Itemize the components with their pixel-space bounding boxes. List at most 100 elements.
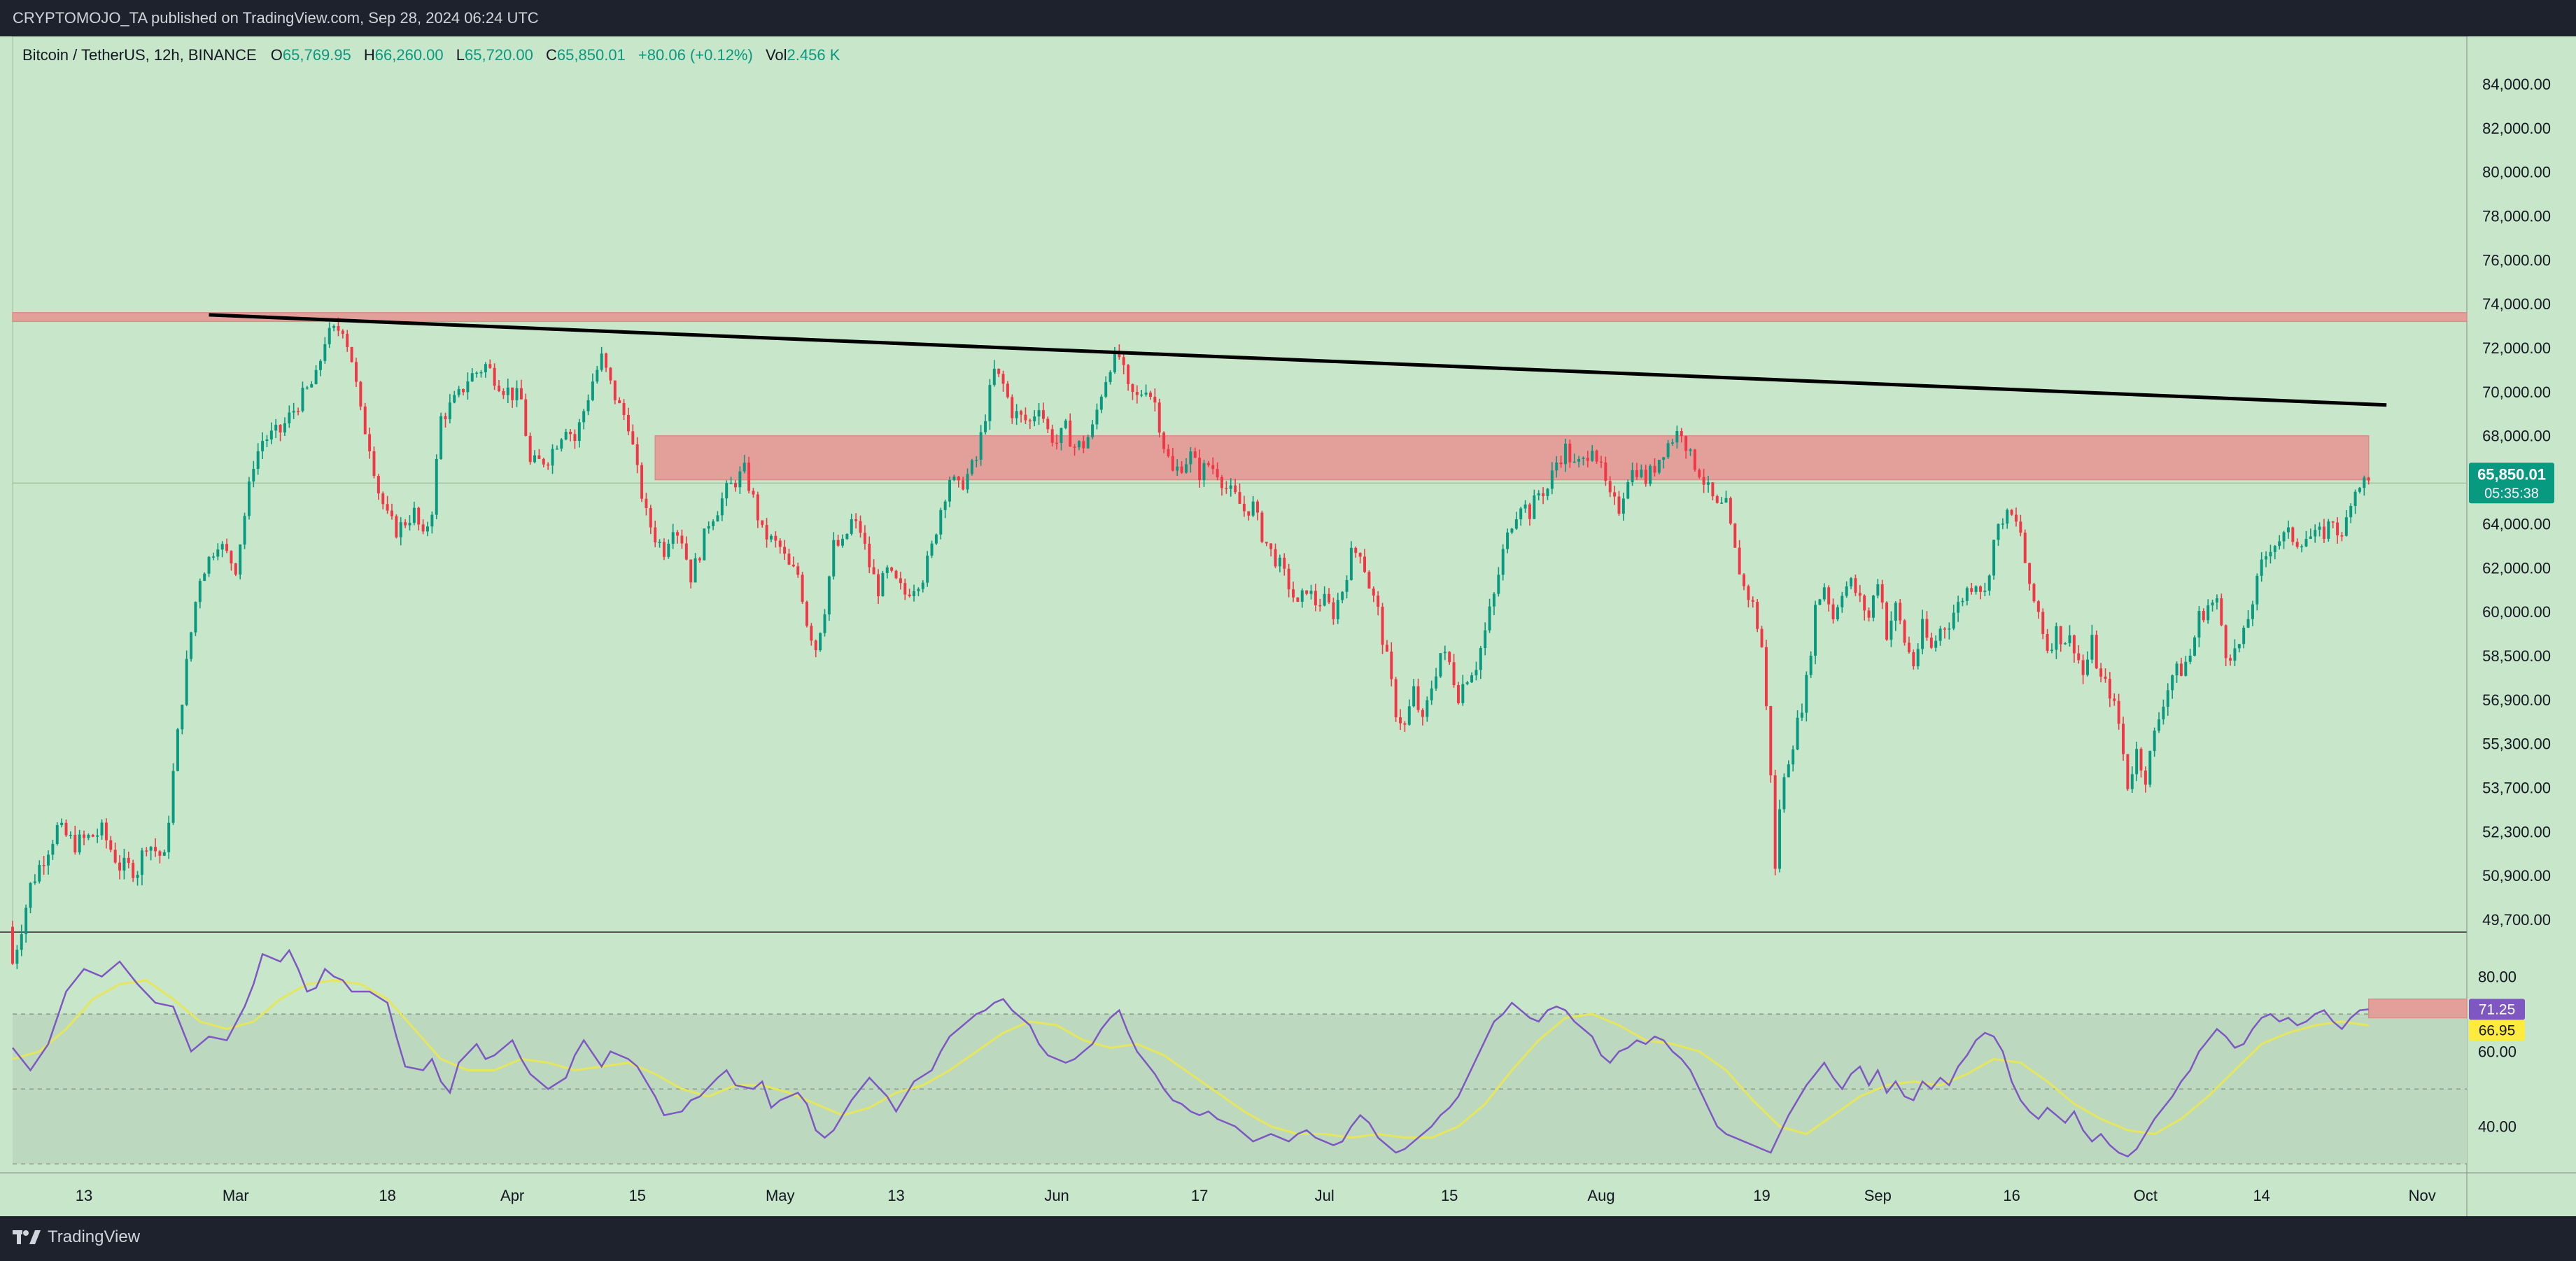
candle-body xyxy=(122,857,126,871)
candle-body xyxy=(1600,461,1603,463)
candle-body xyxy=(814,640,817,651)
candle-body xyxy=(38,865,41,882)
candle-body xyxy=(783,547,787,554)
candle-body xyxy=(1693,449,1696,470)
candle-body xyxy=(1328,593,1331,603)
candle-body xyxy=(225,544,229,551)
candle-body xyxy=(2367,477,2370,481)
time-tick-label: Jun xyxy=(1044,1187,1069,1204)
candle-body xyxy=(109,840,113,850)
candle-body xyxy=(462,388,465,393)
candle-body xyxy=(845,533,849,540)
candle-body xyxy=(395,516,398,537)
candle-body xyxy=(1377,596,1380,607)
candle-body xyxy=(1738,547,1741,575)
candle-body xyxy=(979,432,983,460)
candle-body xyxy=(894,570,898,579)
candle-body xyxy=(2340,535,2344,537)
time-tick-label: Mar xyxy=(223,1187,249,1204)
candle-body xyxy=(252,469,255,482)
candle-body xyxy=(1854,578,1857,593)
time-tick-label: Aug xyxy=(1587,1187,1614,1204)
legend-open-value: 65,769.95 xyxy=(283,46,351,64)
candle-body xyxy=(1274,549,1277,567)
tradingview-logo[interactable]: TradingView xyxy=(13,1227,140,1247)
candle-body xyxy=(903,583,907,595)
candle-body xyxy=(1113,351,1116,372)
candle-body xyxy=(1876,584,1880,596)
candle-body xyxy=(158,851,162,856)
price-chart[interactable]: 84,000.00 82,000.00 80,000.00 78,000.00 76,0… xyxy=(0,36,2576,1216)
candle-body xyxy=(1336,600,1339,619)
candle-body xyxy=(885,567,889,573)
candle-body xyxy=(2286,527,2290,533)
candle-body xyxy=(2019,521,2022,533)
candle-body xyxy=(448,402,451,420)
candle-body xyxy=(528,435,532,463)
legend-vol-value: 2.456 K xyxy=(787,46,840,64)
candle-body xyxy=(1689,449,1692,451)
time-tick-label: Apr xyxy=(500,1187,524,1204)
candle-body xyxy=(2193,637,2197,656)
candle-body xyxy=(1733,523,1737,548)
candlestick-series xyxy=(11,317,2370,969)
candle-body xyxy=(2184,661,2188,676)
candle-body xyxy=(47,854,50,866)
candle-body xyxy=(1675,431,1679,443)
candle-body xyxy=(42,865,45,866)
candle-body xyxy=(2010,509,2013,515)
candle-body xyxy=(2130,774,2134,789)
candle-body xyxy=(1559,462,1563,465)
candle-body xyxy=(1028,420,1032,422)
candle-body xyxy=(2363,477,2366,488)
candle-body xyxy=(1626,482,1630,499)
descending-trendline[interactable] xyxy=(209,313,2387,407)
price-tick-label: 80,000.00 xyxy=(2482,164,2551,181)
candle-body xyxy=(791,564,795,567)
candle-body xyxy=(2251,604,2254,619)
candle-body xyxy=(1845,586,1848,596)
candle-body xyxy=(399,522,402,537)
candle-body xyxy=(1412,686,1416,707)
legend-low-label: L xyxy=(456,46,465,64)
candle-body xyxy=(1385,644,1388,652)
price-tick-label: 49,700.00 xyxy=(2482,911,2551,929)
candle-body xyxy=(917,589,920,591)
rsi-ma-text: 66.95 xyxy=(2479,1022,2516,1038)
candle-body xyxy=(127,857,130,864)
candle-body xyxy=(605,353,608,368)
candle-body xyxy=(921,582,924,589)
candle-body xyxy=(2237,644,2241,649)
candle-body xyxy=(1680,431,1683,437)
candle-body xyxy=(1345,579,1349,592)
candle-body xyxy=(1318,605,1322,607)
candle-body xyxy=(716,515,719,522)
candle-body xyxy=(1546,488,1549,496)
publish-header: CRYPTOMOJO_TA published on TradingView.c… xyxy=(0,0,2576,36)
candle-body xyxy=(770,535,773,540)
candle-body xyxy=(1033,416,1036,422)
candle-body xyxy=(2207,605,2210,621)
candle-body xyxy=(1871,596,1875,618)
time-tick-label: 15 xyxy=(628,1187,645,1204)
time-tick-label: Jul xyxy=(1315,1187,1335,1204)
price-tick-label: 82,000.00 xyxy=(2482,120,2551,137)
candle-body xyxy=(1899,603,1902,621)
candle-body xyxy=(1211,465,1215,470)
legend-low-value: 65,720.00 xyxy=(465,46,533,64)
candle-body xyxy=(1582,458,1585,459)
candle-body xyxy=(984,421,987,432)
candle-body xyxy=(337,326,340,331)
candle-body xyxy=(2273,546,2276,552)
candle-body xyxy=(930,543,934,556)
candle-body xyxy=(810,626,813,641)
candle-body xyxy=(1381,607,1384,645)
candle-body xyxy=(1193,451,1197,458)
candle-body xyxy=(1292,589,1295,598)
candle-body xyxy=(761,520,764,526)
candle-body xyxy=(671,532,675,544)
candle-body xyxy=(519,388,523,400)
candle-body xyxy=(582,411,586,423)
candle-body xyxy=(1358,553,1362,557)
candle-body xyxy=(1555,462,1558,471)
